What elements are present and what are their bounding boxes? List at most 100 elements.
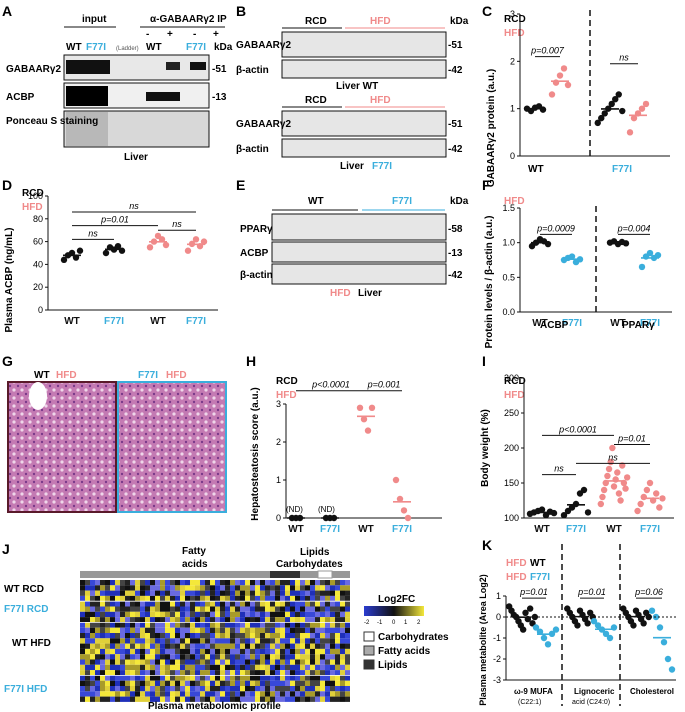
heatmap-cell bbox=[190, 627, 195, 633]
heatmap-cell bbox=[225, 606, 230, 612]
heatmap-cell bbox=[110, 580, 115, 586]
data-point bbox=[360, 416, 368, 423]
heatmap-cell bbox=[230, 627, 235, 633]
heatmap-cell bbox=[305, 633, 310, 639]
heatmap-cell bbox=[105, 622, 110, 628]
heatmap-cell bbox=[205, 595, 210, 602]
heatmap-cell bbox=[110, 648, 115, 655]
heatmap-cell bbox=[280, 648, 285, 655]
heatmap-cell bbox=[290, 643, 295, 649]
heatmap-cell bbox=[110, 595, 115, 602]
data-point bbox=[598, 114, 605, 122]
heatmap-cell bbox=[235, 696, 240, 702]
heatmap-cell bbox=[135, 590, 140, 596]
heatmap-cell bbox=[145, 680, 150, 686]
data-point bbox=[600, 486, 608, 494]
heatmap-cell bbox=[145, 595, 150, 602]
group-label: Lignoceric bbox=[574, 687, 615, 696]
heatmap-cell bbox=[270, 643, 275, 649]
heatmap-cell bbox=[305, 659, 310, 665]
heatmap-cell bbox=[220, 580, 225, 586]
heatmap-cell bbox=[175, 595, 180, 602]
heatmap-cell bbox=[200, 670, 205, 676]
x-tick-label: WT bbox=[64, 316, 80, 327]
heatmap-cell bbox=[110, 622, 115, 628]
scale-tick: 2 bbox=[417, 620, 421, 626]
heatmap-cell bbox=[150, 590, 155, 596]
x-tick-label: WT bbox=[358, 524, 374, 535]
heatmap-cell bbox=[110, 670, 115, 676]
heatmap-cell bbox=[280, 585, 285, 591]
heatmap-cell bbox=[130, 675, 135, 681]
minus-1: - bbox=[146, 29, 149, 40]
heatmap-cell bbox=[120, 686, 125, 692]
legend-hfd: HFD bbox=[276, 390, 297, 401]
heatmap-cell bbox=[220, 638, 225, 644]
heatmap-cell bbox=[225, 633, 230, 639]
heatmap-cell bbox=[110, 643, 115, 649]
heatmap-cell bbox=[235, 585, 240, 591]
heatmap-cell bbox=[240, 691, 245, 697]
legend-rcd: RCD bbox=[276, 376, 298, 387]
x-tick-label: WT bbox=[150, 316, 166, 327]
y-axis-label: Protein levels / β-actin (a.u.) bbox=[484, 216, 495, 349]
heatmap-cell bbox=[230, 686, 235, 692]
heatmap-cell bbox=[130, 648, 135, 655]
heatmap-cell bbox=[140, 606, 145, 612]
heatmap-cell bbox=[105, 696, 110, 702]
data-point bbox=[615, 91, 622, 98]
heatmap-cell bbox=[260, 585, 265, 591]
heatmap-cell bbox=[215, 648, 220, 655]
heatmap-cell bbox=[160, 680, 165, 686]
y-tick-label: 200 bbox=[504, 443, 519, 453]
heatmap-cell bbox=[185, 638, 190, 644]
heatmap-cell bbox=[340, 675, 345, 681]
liver-wt: Liver WT bbox=[336, 81, 378, 92]
heatmap-cell bbox=[225, 611, 230, 618]
heatmap-cell bbox=[150, 633, 155, 639]
heatmap-cell bbox=[225, 696, 230, 702]
heatmap-cell bbox=[310, 680, 315, 686]
data-point bbox=[609, 444, 616, 452]
heatmap-cell bbox=[110, 585, 115, 591]
heatmap-cell bbox=[335, 691, 340, 697]
heatmap-cell bbox=[160, 633, 165, 639]
stat-label: p=0.007 bbox=[530, 46, 565, 56]
y-tick-label: 3 bbox=[276, 399, 281, 409]
heatmap-cell bbox=[185, 643, 190, 649]
heatmap-cell bbox=[340, 686, 345, 692]
band bbox=[190, 62, 206, 70]
heatmap-cell bbox=[245, 659, 250, 665]
panel-i: I RCD HFD Body weight (%) 10015020025030… bbox=[480, 353, 674, 535]
heatmap-cell bbox=[180, 654, 185, 660]
heatmap-cell bbox=[105, 627, 110, 633]
chart-k: -3-2-101 p=0.01 p=0.01 p=0.06 bbox=[493, 544, 676, 706]
heatmap-cell bbox=[290, 611, 295, 618]
heatmap-cell bbox=[160, 617, 165, 623]
legend-rcd: RCD bbox=[22, 188, 44, 199]
heatmap-cell bbox=[330, 659, 335, 665]
heatmap-cell bbox=[250, 606, 255, 612]
heatmap-cell bbox=[255, 611, 260, 618]
heatmap-cell bbox=[200, 611, 205, 618]
legend-wt: WT bbox=[530, 558, 546, 569]
heatmap-cell bbox=[275, 643, 280, 649]
heatmap-cell bbox=[110, 659, 115, 665]
heatmap-cell bbox=[135, 627, 140, 633]
heatmap-cell bbox=[210, 696, 215, 702]
heatmap-cell bbox=[170, 633, 175, 639]
heatmap-cell bbox=[325, 680, 330, 686]
blot bbox=[281, 110, 447, 137]
heatmap-cell bbox=[215, 585, 220, 591]
heatmap-cell bbox=[135, 611, 140, 618]
heatmap-cell bbox=[160, 648, 165, 655]
heatmap-cell bbox=[245, 590, 250, 596]
heatmap-cell bbox=[335, 633, 340, 639]
heatmap-cell bbox=[340, 595, 345, 602]
data-point bbox=[568, 253, 576, 260]
stat-label: p=0.01 bbox=[577, 587, 606, 597]
heatmap-cell bbox=[100, 643, 105, 649]
heatmap-cell bbox=[225, 691, 230, 697]
row-wt-rcd-a: WT RCD bbox=[4, 584, 44, 595]
